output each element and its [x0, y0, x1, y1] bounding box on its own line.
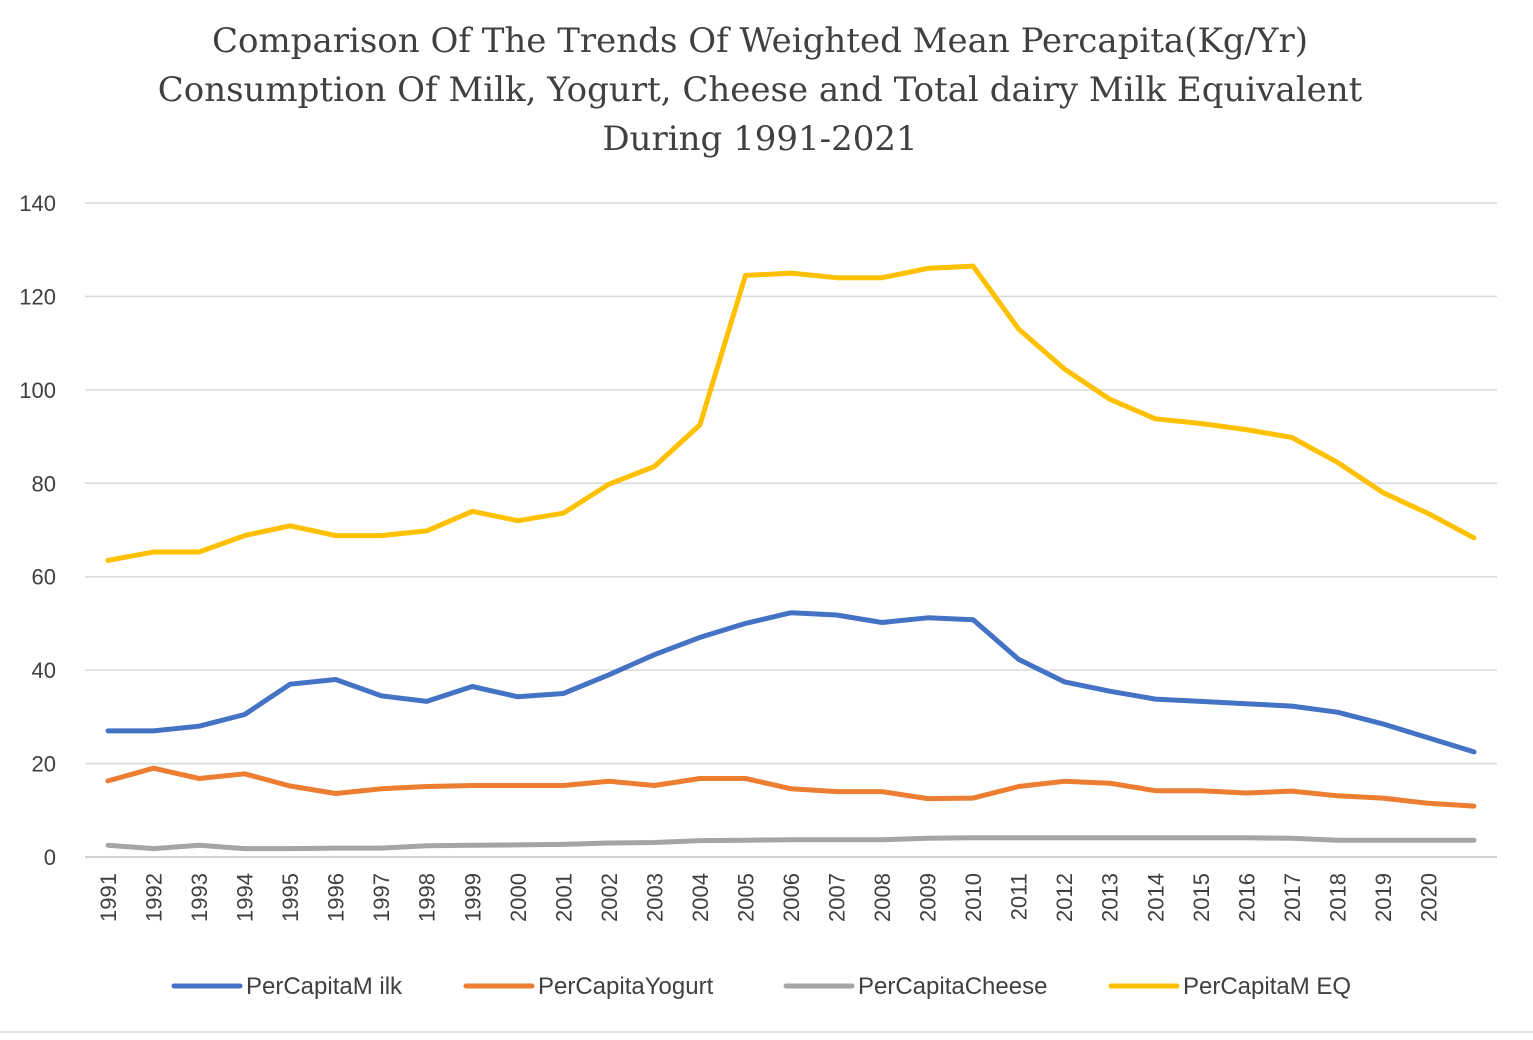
- x-tick-label: 1991: [96, 873, 121, 922]
- x-tick-label: 2007: [825, 873, 850, 922]
- y-tick-label: 40: [32, 658, 56, 683]
- chart-title-line-3: During 1991-2021: [602, 119, 917, 159]
- x-tick-label: 2000: [506, 873, 531, 922]
- x-tick-label: 2016: [1234, 873, 1259, 922]
- x-tick-label: 2014: [1143, 873, 1168, 922]
- x-tick-label: 2003: [642, 873, 667, 922]
- x-tick-label: 1995: [278, 873, 303, 922]
- series-lines: [105, 263, 1477, 852]
- x-tick-label: 1996: [324, 873, 349, 922]
- x-tick-label: 2010: [961, 873, 986, 922]
- x-tick-label: 2020: [1416, 873, 1441, 922]
- y-axis-ticks: 0 20 40 60 80 100 120 140: [19, 191, 56, 870]
- x-tick-label: 2001: [551, 873, 576, 922]
- x-tick-label: 2006: [779, 873, 804, 922]
- x-tick-label: 2005: [733, 873, 758, 922]
- legend-label: PerCapitaCheese: [858, 973, 1047, 1000]
- legend: PerCapitaM ilk PerCapitaYogurt PerCapitaCh…: [171, 973, 1351, 1000]
- x-tick-label: 2019: [1371, 873, 1396, 922]
- chart-title-line-2: Consumption Of Milk, Yogurt, Cheese and …: [158, 70, 1363, 110]
- x-tick-label: 2008: [870, 873, 895, 922]
- y-tick-label: 140: [19, 191, 56, 216]
- x-tick-label: 1993: [187, 873, 212, 922]
- x-tick-label: 1994: [233, 873, 258, 922]
- legend-label: PerCapitaM ilk: [246, 973, 403, 1000]
- y-tick-label: 100: [19, 378, 56, 403]
- x-tick-label: 2018: [1325, 873, 1350, 922]
- x-tick-label: 2004: [688, 873, 713, 922]
- x-tick-label: 1998: [415, 873, 440, 922]
- x-tick-label: 2012: [1052, 873, 1077, 922]
- x-tick-label: 2015: [1189, 873, 1214, 922]
- x-tick-label: 2017: [1280, 873, 1305, 922]
- x-tick-label: 1997: [369, 873, 394, 922]
- legend-label: PerCapitaM EQ: [1183, 973, 1351, 1000]
- y-tick-label: 20: [32, 752, 56, 777]
- series-line-percapitacheese: [105, 835, 1477, 852]
- legend-label: PerCapitaYogurt: [538, 973, 714, 1000]
- grid: [85, 202, 1497, 858]
- x-axis-ticks: 1991 1992 1993 1994 1995 1996 1997 1998 1999 2000…: [96, 873, 1441, 922]
- series-line-percapitamilk: [105, 610, 1477, 755]
- x-tick-label: 2002: [597, 873, 622, 922]
- y-tick-label: 0: [44, 845, 56, 870]
- x-tick-label: 2009: [916, 873, 941, 922]
- x-tick-label: 2011: [1007, 873, 1032, 920]
- series-line-percapitameq: [105, 263, 1477, 563]
- series-line-percapitayogurt: [105, 765, 1477, 809]
- x-tick-label: 2013: [1098, 873, 1123, 922]
- x-tick-label: 1992: [142, 873, 167, 922]
- chart-title-line-1: Comparison Of The Trends Of Weighted Mea…: [212, 21, 1308, 61]
- y-tick-label: 60: [32, 565, 56, 590]
- y-tick-label: 80: [32, 471, 56, 496]
- chart-title: Comparison Of The Trends Of Weighted Mea…: [158, 21, 1363, 159]
- x-tick-label: 1999: [460, 873, 485, 922]
- y-tick-label: 120: [19, 284, 56, 309]
